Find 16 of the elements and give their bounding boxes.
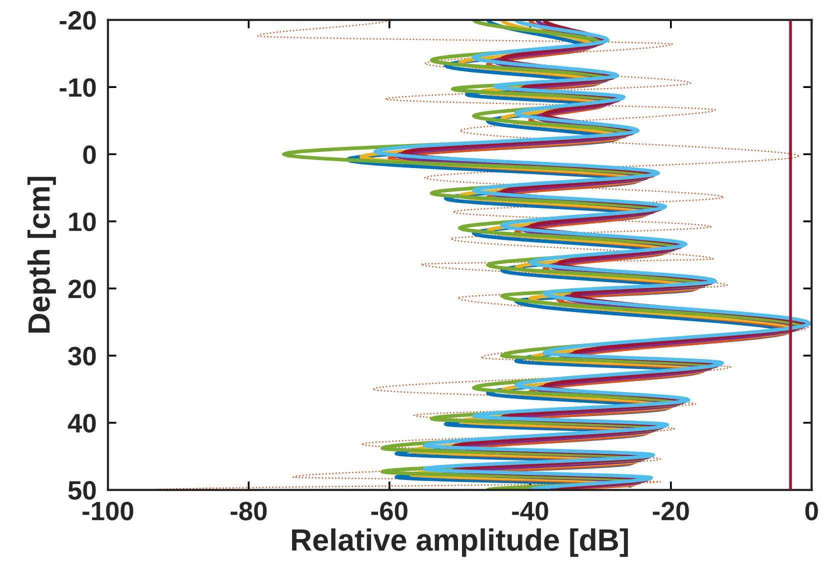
x-tick-label: 0: [805, 502, 818, 520]
x-tick-label: -40: [512, 502, 548, 520]
y-tick-label: 40: [68, 414, 96, 433]
x-axis-title: Relative amplitude [dB]: [292, 528, 628, 557]
y-tick-label: 20: [68, 280, 96, 298]
x-tick-label: -100: [82, 502, 134, 520]
y-tick-label: -20: [60, 11, 96, 30]
y-tick-label: -10: [60, 78, 96, 97]
x-tick-label: -60: [371, 502, 408, 520]
y-axis-title: Depth [cm]: [27, 176, 56, 333]
y-tick-label: 30: [68, 346, 96, 366]
y-tick-label: 10: [69, 212, 96, 232]
x-tick-label: -20: [652, 502, 689, 520]
y-tick-label: 0: [83, 145, 96, 164]
x-tick-label: -80: [230, 502, 267, 520]
y-tick-label: 50: [68, 481, 96, 500]
